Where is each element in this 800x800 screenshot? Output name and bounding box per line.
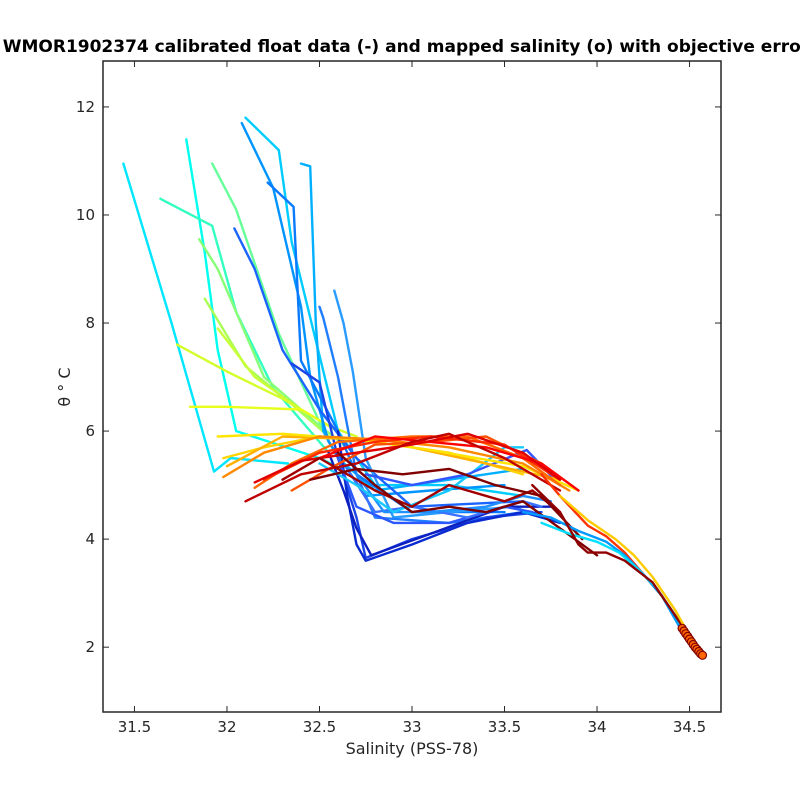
profile-line-9: [188, 405, 340, 433]
profile-line-34: [244, 432, 562, 503]
profile-line-39: [521, 510, 700, 654]
y-axis-label: θ ° C: [55, 367, 74, 406]
y-tick-label: 8: [85, 314, 95, 332]
data-series-group: [122, 116, 700, 654]
profile-line-36: [336, 451, 599, 557]
y-axis-ticks: 2 4 6 8 10 12: [76, 98, 721, 656]
profile-line-6: [203, 297, 330, 438]
mapped-salinity-points: [677, 623, 708, 660]
profile-line-22: [355, 473, 552, 514]
y-tick-label: 6: [85, 422, 95, 440]
y-tick-label: 10: [76, 206, 95, 224]
y-tick-label: 2: [85, 638, 95, 656]
profile-line-4: [210, 162, 330, 444]
profile-line-37: [309, 467, 584, 541]
x-tick-label: 33: [402, 718, 421, 736]
x-tick-label: 31.5: [118, 718, 151, 736]
chart-title: WMOR1902374 calibrated float data (-) an…: [3, 37, 800, 57]
x-axis-label: Salinity (PSS-78): [346, 739, 479, 758]
plot-area: [103, 61, 721, 712]
profile-line-30: [290, 435, 543, 492]
y-tick-label: 4: [85, 530, 95, 548]
profile-line-32: [318, 435, 580, 492]
profile-line-41: [531, 483, 700, 649]
x-tick-label: 34: [587, 718, 606, 736]
x-axis-ticks: 31.5 32 32.5 33 33.5 34 34.5: [118, 61, 706, 736]
profile-line-5: [197, 238, 349, 449]
profile-line-33: [253, 432, 562, 484]
profile-line-20: [336, 456, 534, 525]
y-tick-label: 12: [76, 98, 95, 116]
x-tick-label: 32.5: [303, 718, 336, 736]
profile-line-42: [558, 494, 695, 643]
x-tick-label: 33.5: [488, 718, 521, 736]
mapped-point-12: [697, 650, 708, 660]
x-tick-label: 34.5: [673, 718, 706, 736]
x-tick-label: 32: [217, 718, 236, 736]
